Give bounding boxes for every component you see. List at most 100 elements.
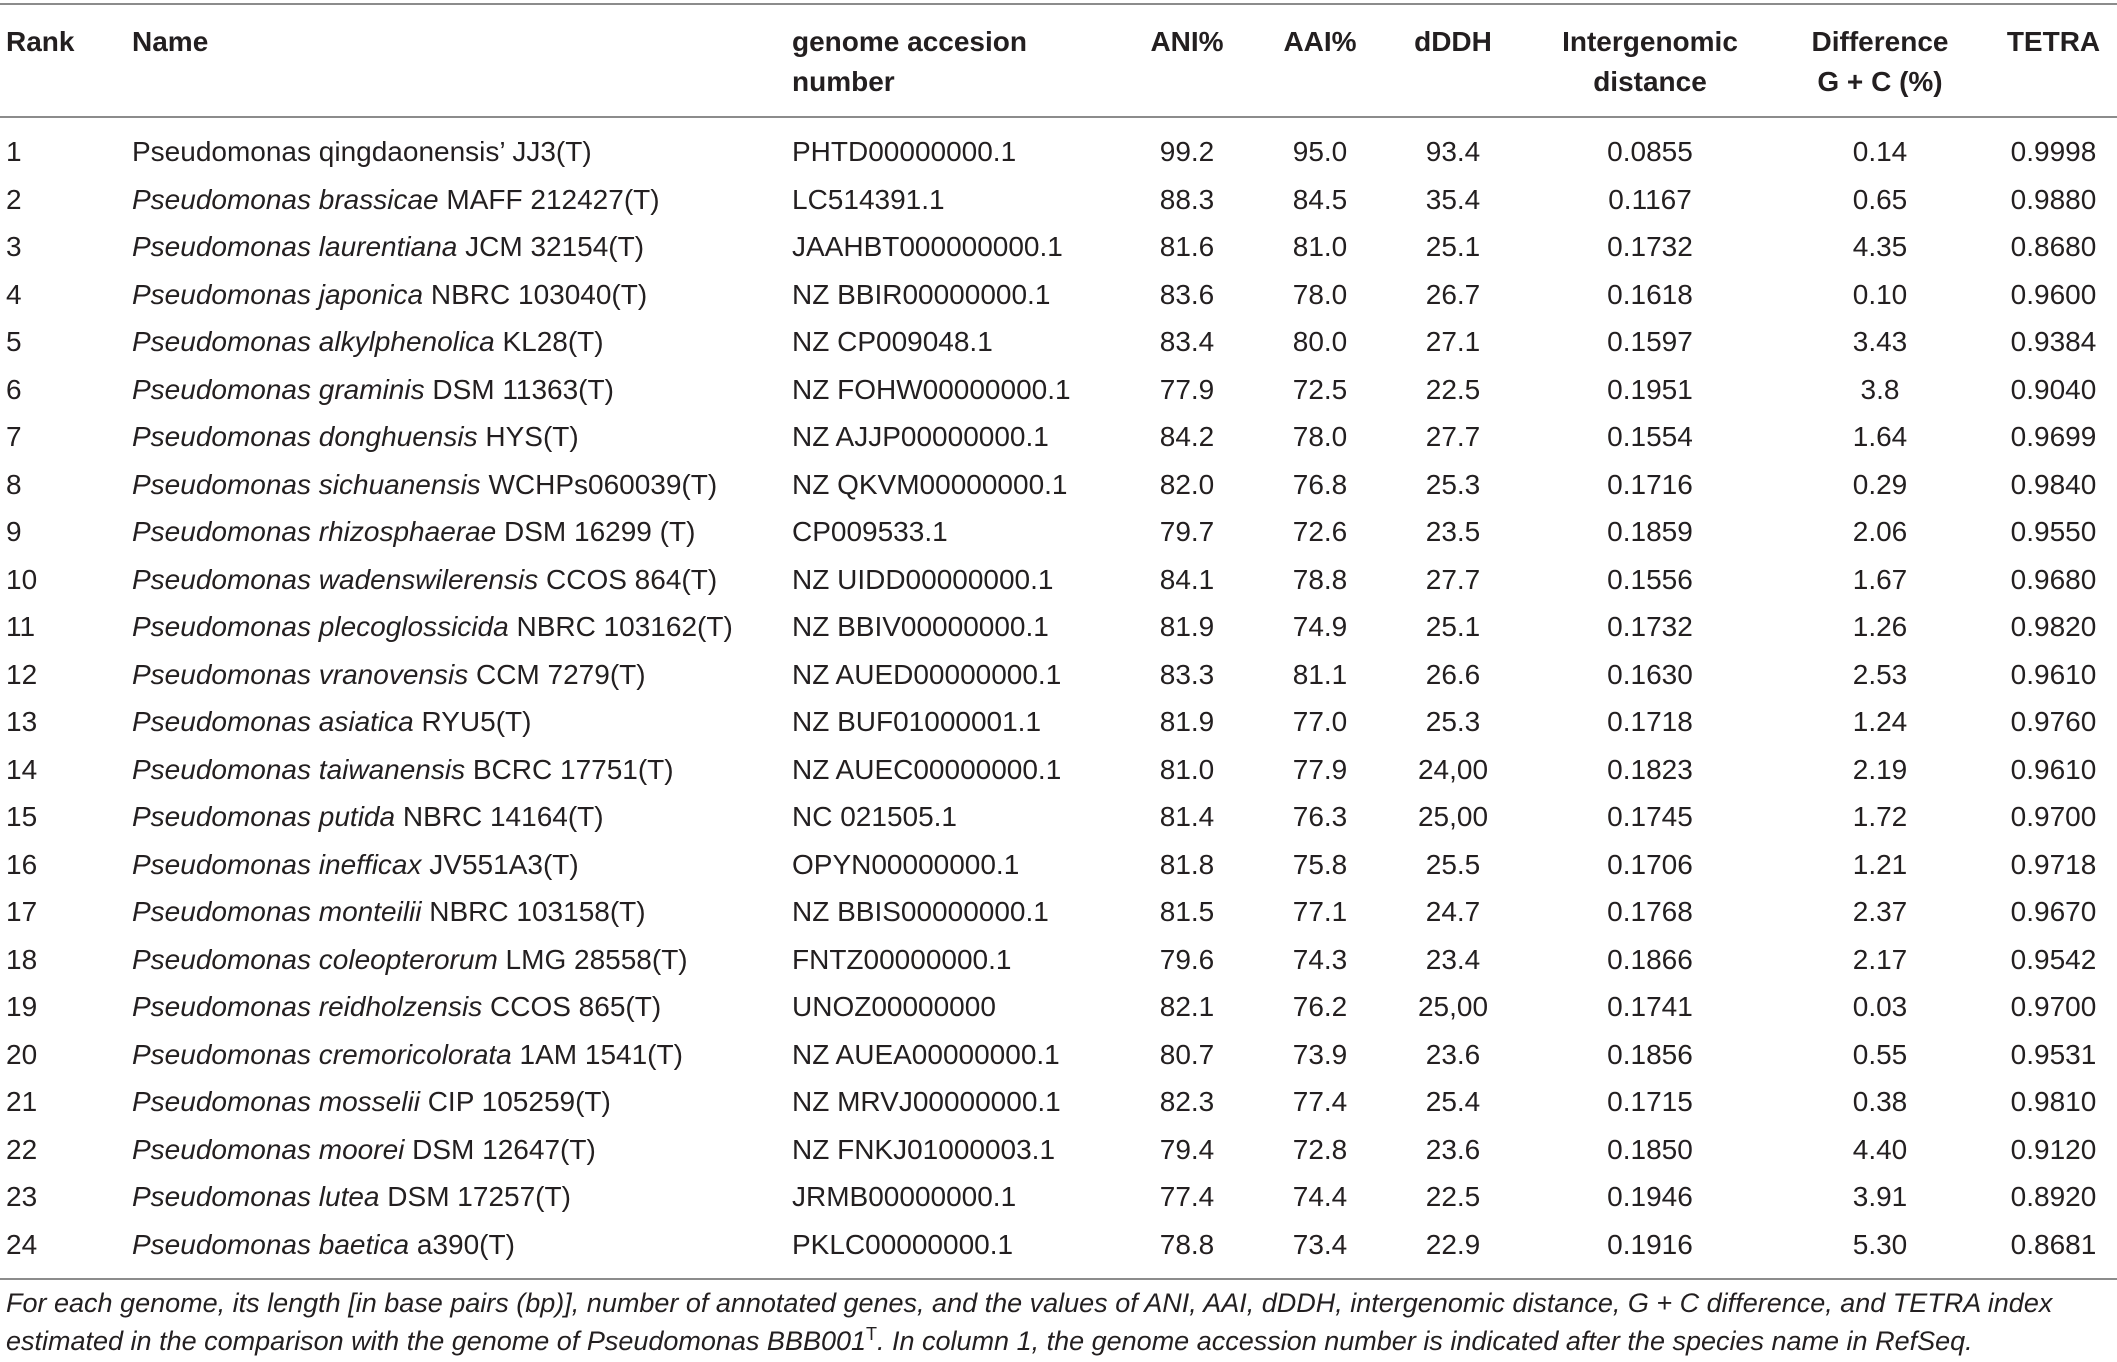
cell-gc: 1.26 bbox=[1852, 611, 1908, 642]
cell-aai: 76.2 bbox=[1292, 991, 1348, 1022]
cell-aai: 78.0 bbox=[1292, 278, 1348, 310]
cell-intergenomic: 0.1823 bbox=[1607, 753, 1693, 785]
cell-name: Pseudomonas monteilii NBRC 103158(T) bbox=[132, 888, 782, 936]
cell-rank: 10 bbox=[6, 563, 38, 595]
cell-rank: 20 bbox=[6, 1038, 38, 1070]
cell-rank: 18 bbox=[6, 943, 38, 975]
cell-dddh: 25.5 bbox=[1425, 848, 1481, 880]
cell-name: Pseudomonas alkylphenolica KL28(T) bbox=[132, 318, 782, 366]
cell-accession: PKLC00000000.1 bbox=[792, 1228, 1014, 1260]
cell-dddh: 25.3 bbox=[1425, 706, 1481, 737]
cell-gc: 2.53 bbox=[1852, 658, 1908, 690]
cell-aai: 78.8 bbox=[1292, 563, 1348, 595]
cell-ani: 82.3 bbox=[1159, 1086, 1215, 1117]
cell-gc: 4.40 bbox=[1852, 1133, 1908, 1165]
cell-gc: 2.19 bbox=[1852, 753, 1908, 785]
cell-gc: 1.21 bbox=[1852, 848, 1908, 880]
cell-accession: LC514391.1 bbox=[792, 183, 945, 215]
cell-tetra: 0.9820 bbox=[2010, 611, 2097, 642]
cell-gc: 0.03 bbox=[1852, 991, 1908, 1022]
cell-accession: PHTD00000000.1 bbox=[792, 136, 1017, 167]
table-footnote: For each genome, its length [in base pai… bbox=[6, 1284, 2111, 1360]
strain-name: DSM 12647(T) bbox=[412, 1133, 596, 1165]
cell-rank: 6 bbox=[6, 373, 22, 405]
table-row: 7 NZ AJJP00000000.1 84.2 78.0 27.7 0.1554 1.64… bbox=[0, 413, 2117, 461]
cell-gc: 1.24 bbox=[1852, 706, 1908, 737]
cell-aai: 84.5 bbox=[1292, 183, 1348, 215]
table-row: 14 NZ AUEC00000000.1 81.0 77.9 24,00 0.1823 2.… bbox=[0, 746, 2117, 794]
cell-aai: 80.0 bbox=[1292, 326, 1348, 357]
cell-intergenomic: 0.1630 bbox=[1607, 658, 1693, 690]
cell-gc: 2.06 bbox=[1852, 516, 1908, 547]
cell-rank: 24 bbox=[6, 1228, 38, 1260]
cell-ani: 81.4 bbox=[1159, 801, 1215, 832]
strain-name: NBRC 14164(T) bbox=[402, 801, 604, 832]
strain-name: JJ3(T) bbox=[512, 136, 592, 167]
cell-rank: 11 bbox=[6, 611, 36, 642]
cell-name: Pseudomonas japonica NBRC 103040(T) bbox=[132, 271, 782, 319]
cell-name: Pseudomonas rhizosphaerae DSM 16299 (T) bbox=[132, 508, 782, 556]
cell-dddh: 23.4 bbox=[1425, 943, 1481, 975]
cell-gc: 1.72 bbox=[1852, 801, 1908, 832]
cell-tetra: 0.9542 bbox=[2010, 943, 2097, 975]
cell-tetra: 0.9670 bbox=[2010, 896, 2097, 927]
header-ani: ANI% bbox=[1150, 26, 1224, 57]
cell-tetra: 0.9531 bbox=[2010, 1038, 2097, 1070]
table-row: 23 JRMB00000000.1 77.4 74.4 22.5 0.1946 3.91 0.… bbox=[0, 1173, 2117, 1221]
species-name: Pseudomonas mosselii bbox=[132, 1086, 420, 1117]
cell-intergenomic: 0.1554 bbox=[1607, 421, 1693, 452]
cell-aai: 73.4 bbox=[1292, 1228, 1348, 1260]
table-row: 18 FNTZ00000000.1 79.6 74.3 23.4 0.1866 2.17 0.… bbox=[0, 936, 2117, 984]
cell-name: Pseudomonas taiwanensis BCRC 17751(T) bbox=[132, 746, 782, 794]
cell-accession: NZ AUEC00000000.1 bbox=[792, 753, 1062, 785]
header-intergenomic: Intergenomic distance bbox=[1535, 22, 1765, 102]
strain-name: NBRC 103158(T) bbox=[429, 896, 646, 927]
cell-accession: FNTZ00000000.1 bbox=[792, 943, 1012, 975]
cell-gc: 0.38 bbox=[1852, 1086, 1908, 1117]
cell-tetra: 0.9120 bbox=[2010, 1133, 2097, 1165]
cell-dddh: 24,00 bbox=[1417, 753, 1489, 785]
cell-dddh: 25.3 bbox=[1425, 468, 1481, 500]
cell-aai: 72.8 bbox=[1292, 1133, 1348, 1165]
cell-ani: 84.2 bbox=[1159, 421, 1215, 452]
cell-accession: NZ AJJP00000000.1 bbox=[792, 421, 1049, 452]
species-name: Pseudomonas graminis bbox=[132, 373, 425, 405]
cell-gc: 5.30 bbox=[1852, 1228, 1908, 1260]
cell-ani: 81.0 bbox=[1159, 753, 1215, 785]
cell-accession: UNOZ00000000 bbox=[792, 991, 996, 1022]
cell-ani: 81.8 bbox=[1159, 848, 1215, 880]
cell-accession: NC 021505.1 bbox=[792, 801, 958, 832]
cell-ani: 82.0 bbox=[1159, 468, 1215, 500]
cell-dddh: 35.4 bbox=[1425, 183, 1481, 215]
strain-name: HYS(T) bbox=[485, 421, 579, 452]
strain-name: CCOS 865(T) bbox=[490, 991, 662, 1022]
cell-tetra: 0.9610 bbox=[2010, 658, 2097, 690]
cell-accession: NZ BBIR00000000.1 bbox=[792, 278, 1051, 310]
table-row: 10 NZ UIDD00000000.1 84.1 78.8 27.7 0.1556 1.6… bbox=[0, 556, 2117, 604]
cell-tetra: 0.9550 bbox=[2010, 516, 2097, 547]
cell-dddh: 23.6 bbox=[1425, 1133, 1481, 1165]
cell-dddh: 25.1 bbox=[1425, 231, 1481, 262]
cell-dddh: 22.9 bbox=[1425, 1228, 1481, 1260]
cell-tetra: 0.9880 bbox=[2010, 183, 2097, 215]
table-row: 21 NZ MRVJ00000000.1 82.3 77.4 25.4 0.1715 0.3… bbox=[0, 1078, 2117, 1126]
cell-rank: 22 bbox=[6, 1133, 38, 1165]
cell-ani: 84.1 bbox=[1159, 563, 1215, 595]
cell-intergenomic: 0.1850 bbox=[1607, 1133, 1693, 1165]
strain-name: RYU5(T) bbox=[421, 706, 532, 737]
cell-rank: 21 bbox=[6, 1086, 38, 1117]
cell-dddh: 27.7 bbox=[1425, 421, 1481, 452]
cell-accession: OPYN00000000.1 bbox=[792, 848, 1020, 880]
cell-ani: 77.4 bbox=[1159, 1181, 1215, 1212]
strain-name: JCM 32154(T) bbox=[465, 231, 645, 262]
species-name: Pseudomonas brassicae bbox=[132, 183, 439, 215]
cell-dddh: 27.1 bbox=[1425, 326, 1481, 357]
cell-accession: JRMB00000000.1 bbox=[792, 1181, 1017, 1212]
cell-intergenomic: 0.1167 bbox=[1608, 183, 1692, 215]
cell-name: Pseudomonas lutea DSM 17257(T) bbox=[132, 1173, 782, 1221]
cell-name: Pseudomonas sichuanensis WCHPs060039(T) bbox=[132, 461, 782, 509]
cell-aai: 74.3 bbox=[1292, 943, 1348, 975]
table-bottom-rule bbox=[0, 1278, 2117, 1280]
species-name: Pseudomonas moorei bbox=[132, 1133, 405, 1165]
species-name: Pseudomonas reidholzensis bbox=[132, 991, 483, 1022]
